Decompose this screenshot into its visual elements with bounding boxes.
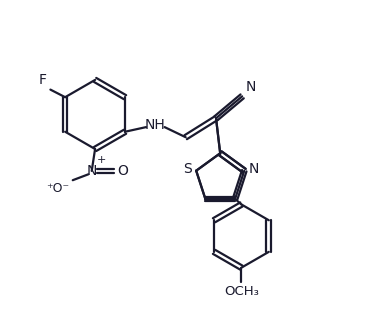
Text: N: N — [248, 162, 259, 176]
Text: NH: NH — [145, 118, 166, 133]
Text: S: S — [183, 162, 192, 176]
Text: N: N — [245, 80, 256, 94]
Text: +: + — [97, 155, 106, 165]
Text: O: O — [117, 164, 128, 178]
Text: ⁺O⁻: ⁺O⁻ — [46, 182, 70, 195]
Text: F: F — [39, 74, 47, 87]
Text: OCH₃: OCH₃ — [224, 285, 259, 298]
Text: N: N — [86, 164, 97, 178]
